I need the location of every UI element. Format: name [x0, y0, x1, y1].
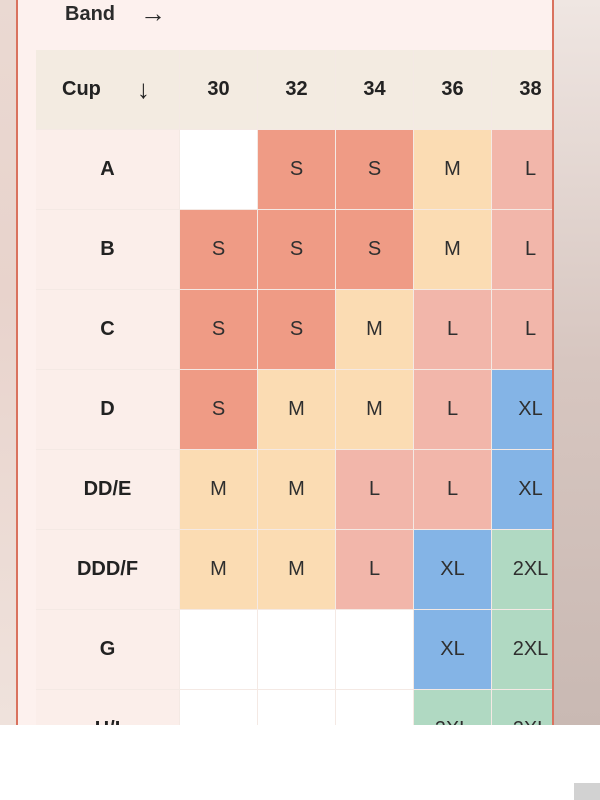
size-cell: M [336, 370, 414, 450]
size-cell: S [336, 210, 414, 290]
band-column-header: 32 [258, 50, 336, 130]
size-cell: M [414, 130, 492, 210]
size-cell: L [336, 530, 414, 610]
band-column-header: 30 [180, 50, 258, 130]
size-cell: M [258, 530, 336, 610]
size-cell: M [258, 450, 336, 530]
size-cell: L [492, 130, 552, 210]
size-cell: S [336, 130, 414, 210]
size-cell: M [336, 290, 414, 370]
size-cell: XL [492, 370, 552, 450]
band-column-header: 36 [414, 50, 492, 130]
cup-row-header: H/I [36, 690, 180, 725]
arrow-down-icon: ↓ [136, 74, 150, 104]
size-cell: S [180, 370, 258, 450]
cup-row-header: D [36, 370, 180, 450]
size-cell: 2XL [414, 690, 492, 725]
size-cell: 2XL [492, 690, 552, 725]
background-right [554, 0, 600, 725]
scroll-indicator [574, 783, 600, 800]
cup-row-header: B [36, 210, 180, 290]
background-left [0, 0, 16, 725]
size-cell [336, 610, 414, 690]
size-cell: S [258, 210, 336, 290]
cup-row-header: G [36, 610, 180, 690]
size-cell [180, 690, 258, 725]
size-cell: XL [492, 450, 552, 530]
size-cell: S [180, 290, 258, 370]
size-cell: S [258, 290, 336, 370]
size-cell: XL [414, 610, 492, 690]
size-cell: S [258, 130, 336, 210]
size-cell: M [180, 450, 258, 530]
size-cell: L [492, 290, 552, 370]
band-column-header: 38 [492, 50, 552, 130]
size-cell: L [336, 450, 414, 530]
size-cell [180, 130, 258, 210]
cup-label: Cup [62, 78, 101, 100]
size-cell: L [492, 210, 552, 290]
size-cell: L [414, 450, 492, 530]
band-header: Band → [18, 0, 552, 50]
size-cell: M [414, 210, 492, 290]
bottom-area [0, 725, 600, 800]
cup-header: Cup ↓ [36, 50, 180, 130]
size-cell: M [258, 370, 336, 450]
size-cell [258, 690, 336, 725]
cup-row-header: C [36, 290, 180, 370]
cup-row-header: DD/E [36, 450, 180, 530]
size-cell: L [414, 290, 492, 370]
size-cell: 2XL [492, 530, 552, 610]
size-cell: S [180, 210, 258, 290]
size-cell: M [180, 530, 258, 610]
arrow-right-icon: → [140, 0, 166, 28]
cup-row-header: DDD/F [36, 530, 180, 610]
size-cell [336, 690, 414, 725]
band-label: Band [65, 3, 115, 25]
size-cell [180, 610, 258, 690]
cup-row-header: A [36, 130, 180, 210]
size-cell: 2XL [492, 610, 552, 690]
size-cell: XL [414, 530, 492, 610]
size-cell: L [414, 370, 492, 450]
size-cell [258, 610, 336, 690]
band-column-header: 34 [336, 50, 414, 130]
